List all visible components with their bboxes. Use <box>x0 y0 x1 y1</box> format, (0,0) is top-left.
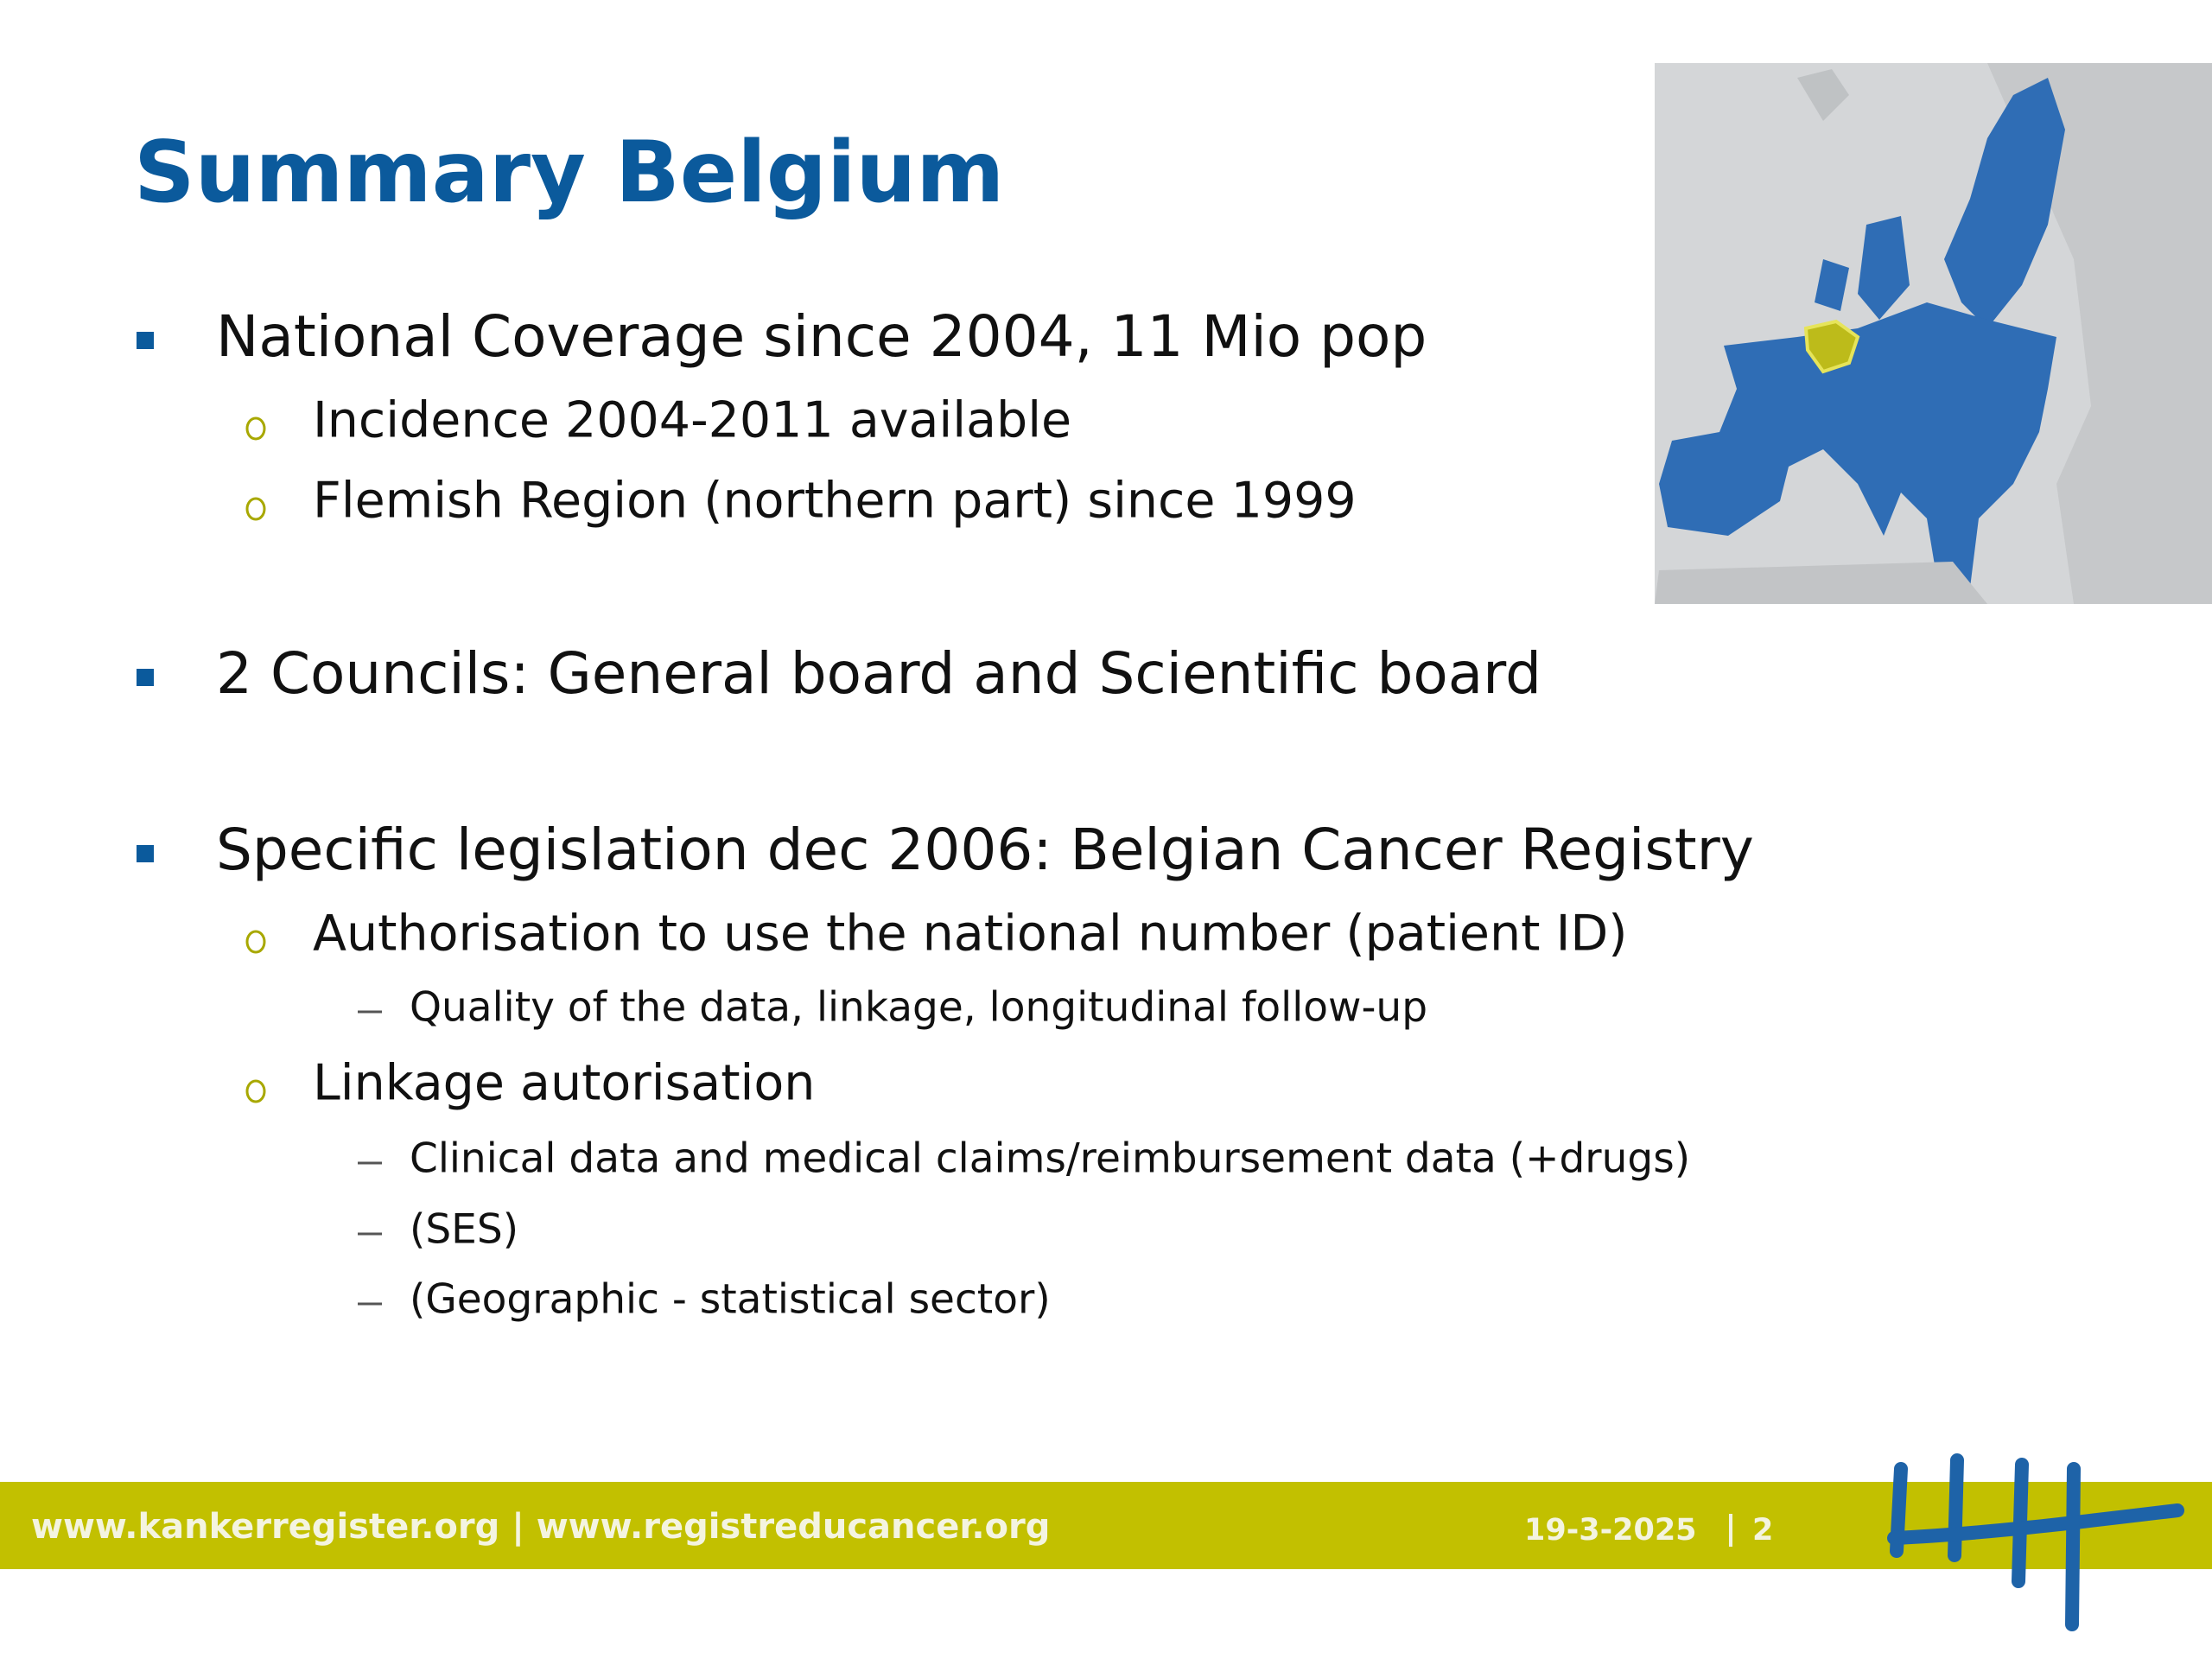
europe-map <box>1655 63 2212 604</box>
footer-date: 19-3-2025 <box>1524 1513 1697 1548</box>
bullet-ring <box>245 416 266 441</box>
footer-page: 2 <box>1752 1513 1773 1548</box>
bullet-text: (SES) <box>410 1206 518 1254</box>
bullet-text: (Geographic - statistical sector) <box>410 1276 1051 1324</box>
footer-links: www.kankerregister.org | www.registreduc… <box>31 1507 1050 1548</box>
bullet-square <box>137 332 154 349</box>
bullet-text: Clinical data and medical claims/reimbur… <box>410 1135 1690 1183</box>
bullet-text: National Coverage since 2004, 11 Mio pop <box>216 303 1427 370</box>
bullet-text: 2 Councils: General board and Scientific… <box>216 640 1541 707</box>
bullet-text: Incidence 2004-2011 available <box>313 392 1071 449</box>
footer-band <box>0 1482 2212 1569</box>
bullet-ring <box>245 1079 266 1103</box>
bullet-ring <box>245 930 266 954</box>
bullet-text: Authorisation to use the national number… <box>313 906 1628 963</box>
slide-title: Summary Belgium <box>134 124 1004 222</box>
bullet-text: Quality of the data, linkage, longitudin… <box>410 984 1427 1032</box>
bullet-list: National Coverage since 2004, 11 Mio pop… <box>137 303 1754 1324</box>
bullet-text: Specific legislation dec 2006: Belgian C… <box>216 817 1754 883</box>
logo <box>1887 1453 2184 1631</box>
bullet-text: Linkage autorisation <box>313 1055 815 1112</box>
bullet-ring <box>245 497 266 521</box>
bullet-square <box>137 845 154 862</box>
bullet-text: Flemish Region (northern part) since 199… <box>313 473 1357 530</box>
bullet-square <box>137 669 154 686</box>
